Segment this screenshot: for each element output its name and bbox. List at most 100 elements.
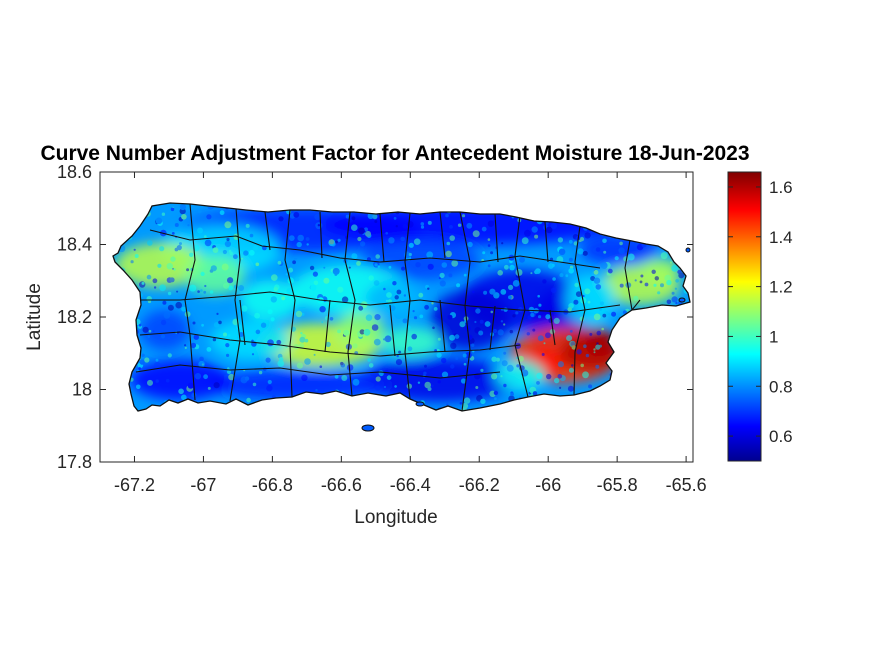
texture-speck [206,347,212,352]
texture-speck [408,242,414,248]
texture-speck [619,283,624,288]
texture-speck [315,389,318,392]
texture-speck [388,237,395,244]
texture-speck [227,367,230,370]
texture-speck [408,280,412,285]
texture-speck [487,244,491,247]
texture-speck [427,263,434,270]
texture-speck [251,353,255,356]
texture-speck [459,402,463,405]
texture-speck [385,299,389,303]
texture-speck [224,240,231,248]
municipal-boundary [135,364,501,379]
texture-speck [384,335,392,343]
texture-speck [365,314,373,322]
texture-speck [490,251,494,255]
moisture-blob [360,240,480,280]
texture-speck [423,371,427,375]
texture-speck [155,379,159,383]
texture-speck [374,314,381,321]
texture-speck [398,350,402,354]
texture-speck [575,291,582,297]
texture-speck [589,332,593,336]
texture-speck [358,305,364,311]
moisture-blob [210,320,290,360]
texture-speck [559,273,564,278]
texture-speck [593,351,596,354]
texture-speck [293,343,300,350]
texture-speck [587,300,591,304]
texture-speck [314,213,321,221]
texture-speck [184,311,191,318]
texture-speck [337,329,341,334]
texture-speck [144,357,150,363]
small-island [361,424,375,432]
texture-speck [402,223,408,229]
texture-speck [270,296,277,303]
texture-speck [582,294,585,298]
texture-speck [244,376,250,381]
texture-speck [582,250,588,256]
municipal-boundary [239,299,556,357]
texture-speck [493,390,499,396]
texture-speck [489,288,496,295]
texture-speck [238,285,245,291]
municipal-boundary [139,331,521,357]
texture-speck [160,319,167,326]
texture-speck [447,314,453,320]
colorbar-tick-label: 1 [769,327,778,346]
x-tick-label: -67.2 [114,475,155,495]
texture-speck [173,268,176,271]
texture-speck [554,377,560,384]
texture-speck [406,221,414,228]
texture-speck [236,336,239,339]
municipal-boundary [229,207,241,402]
texture-speck [293,211,300,218]
texture-speck [479,319,484,324]
colorbar-tick-label: 0.6 [769,427,793,446]
coastline [112,202,691,412]
texture-speck [184,346,187,349]
texture-speck [184,344,187,347]
texture-speck [541,353,545,356]
texture-speck [596,330,602,336]
texture-speck [441,262,448,268]
texture-speck [483,290,488,295]
texture-speck [192,321,196,325]
texture-speck [411,333,418,340]
small-island [685,247,691,253]
texture-speck [163,312,171,319]
texture-speck [277,260,282,265]
x-tick-label: -66.8 [252,475,293,495]
texture-speck [603,250,607,254]
texture-speck [478,330,484,336]
texture-speck [332,267,340,275]
texture-speck [351,253,358,260]
texture-speck [277,360,285,367]
texture-speck [545,226,553,234]
texture-speck [178,388,184,395]
texture-speck [306,243,309,246]
texture-speck [517,355,524,362]
texture-speck [426,251,434,259]
texture-speck [395,225,398,228]
texture-speck [584,288,591,295]
texture-speck [371,324,379,331]
texture-speck [577,248,584,255]
texture-speck [153,286,157,289]
texture-speck [273,286,278,292]
municipal-boundary [264,211,549,263]
texture-speck [340,361,344,366]
texture-speck [147,240,153,246]
texture-speck [152,278,158,284]
moisture-blob [240,280,300,320]
texture-speck [415,262,421,268]
texture-speck [557,361,565,368]
texture-speck [223,332,227,337]
texture-speck [497,329,504,336]
texture-speck [607,268,613,274]
texture-speck [568,239,573,244]
texture-speck [490,310,494,314]
texture-speck [494,397,497,401]
texture-speck [427,287,430,290]
